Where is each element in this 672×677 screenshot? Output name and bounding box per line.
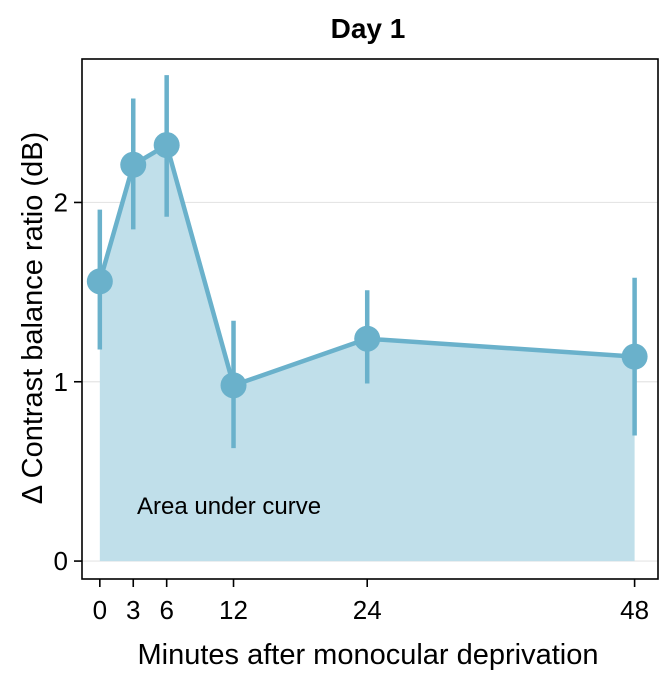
- y-tick-label-1: 1: [54, 367, 68, 397]
- data-point-3: [120, 151, 147, 178]
- plot-panel-border: [81, 58, 659, 580]
- series-line: [97, 142, 635, 388]
- x-tick-label-12: 12: [219, 595, 248, 625]
- y-tick-label-0: 0: [54, 546, 68, 576]
- data-point-48: [621, 343, 648, 370]
- chart-title: Day 1: [331, 13, 406, 44]
- x-tick-label-24: 24: [353, 595, 382, 625]
- y-tick-label-2: 2: [54, 187, 68, 217]
- data-point-6: [153, 132, 180, 159]
- x-axis-label: Minutes after monocular deprivation: [137, 639, 598, 671]
- area-under-curve-label: Area under curve: [137, 493, 321, 520]
- y-axis-label: Δ Contrast balance ratio (dB): [17, 132, 49, 504]
- x-tick-label-6: 6: [159, 595, 173, 625]
- x-axis-ticks: 0 3 6 12 24 48: [93, 579, 649, 625]
- x-tick-label-3: 3: [126, 595, 140, 625]
- x-tick-label-0: 0: [93, 595, 107, 625]
- data-points: [86, 132, 648, 399]
- data-point-0: [86, 268, 113, 295]
- y-axis-ticks: 0 1 2: [54, 187, 82, 576]
- data-point-24: [354, 325, 381, 352]
- data-point-12: [220, 372, 247, 399]
- axes: [81, 58, 659, 580]
- x-tick-label-48: 48: [620, 595, 649, 625]
- series-line-layer: [97, 142, 635, 388]
